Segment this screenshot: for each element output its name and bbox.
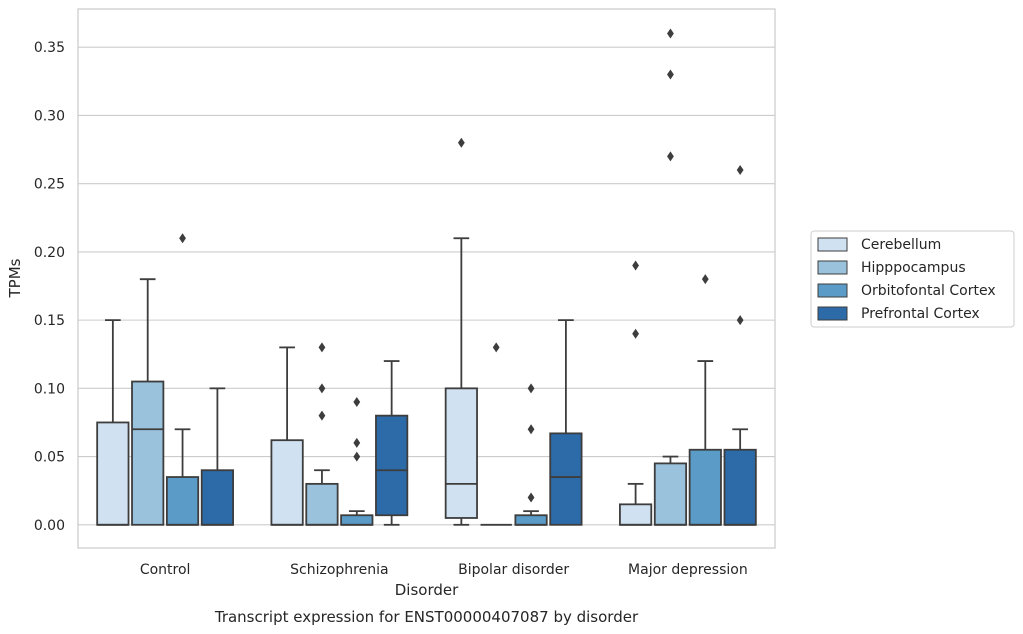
outlier-point	[667, 151, 674, 162]
box-rect	[688, 448, 722, 526]
box-group	[444, 137, 478, 526]
y-tick-label: 0.25	[34, 177, 65, 193]
box-group	[96, 319, 130, 526]
outlier-point	[527, 424, 535, 435]
y-tick-label: 0.30	[34, 108, 65, 124]
outlier-point	[353, 451, 361, 462]
y-tick-label: 0.00	[34, 518, 65, 534]
outlier-point	[492, 342, 500, 353]
box-rect	[305, 482, 339, 526]
legend-label: Prefrontal Cortex	[861, 306, 980, 322]
legend-label: Orbitofontal Cortex	[861, 283, 996, 299]
box-group	[375, 360, 409, 526]
box-group	[270, 346, 304, 526]
box-rect	[165, 476, 200, 526]
x-axis-label: Disorder	[395, 581, 459, 599]
box-rect	[375, 414, 409, 517]
legend-swatch	[817, 283, 848, 298]
outlier-point	[179, 233, 186, 244]
box-rect	[200, 469, 234, 526]
box-group	[514, 383, 548, 526]
box-rect	[96, 421, 130, 526]
box-group	[653, 28, 688, 526]
outlier-point	[457, 137, 465, 148]
x-axis-ticks: Control Schizophrenia Bipolar disorder Majo…	[140, 562, 748, 578]
box-rect	[270, 439, 304, 526]
legend-swatch	[817, 260, 848, 275]
y-axis-label: TPMs	[6, 258, 24, 298]
box-group	[340, 396, 374, 526]
box-rect	[444, 387, 478, 519]
outlier-point	[701, 274, 709, 285]
x-tick-label: Major depression	[628, 562, 748, 578]
box-rect	[653, 462, 688, 526]
outlier-point	[353, 396, 361, 407]
outlier-point	[632, 328, 639, 339]
legend: Cerebellum Hipppocampus Orbitofontal Corte…	[810, 230, 1015, 328]
box-group	[619, 260, 653, 526]
outlier-point	[318, 410, 326, 421]
outlier-point	[736, 165, 744, 176]
grid-lines	[78, 46, 775, 526]
x-tick-label: Schizophrenia	[290, 562, 388, 578]
y-axis-ticks: 0.00 0.05 0.10 0.15 0.20 0.25 0.30 0.35	[34, 40, 65, 534]
outlier-point	[318, 342, 326, 353]
outlier-point	[736, 315, 744, 326]
legend-swatch	[817, 306, 848, 321]
outlier-point	[527, 492, 535, 503]
outlier-point	[353, 437, 361, 448]
legend-swatch	[817, 237, 848, 252]
box-group	[305, 342, 339, 526]
box-rect	[723, 448, 757, 526]
chart-title: Transcript expression for ENST0000040708…	[214, 608, 639, 626]
box-group	[688, 274, 722, 526]
outlier-point	[318, 383, 326, 394]
box-group	[200, 387, 234, 526]
y-tick-label: 0.10	[34, 381, 65, 397]
legend-frame	[810, 230, 1015, 328]
box-group	[165, 233, 200, 526]
legend-label: Hipppocampus	[861, 260, 966, 276]
legend-label: Cerebellum	[861, 237, 941, 253]
box-rect	[340, 514, 374, 526]
outlier-point	[667, 28, 674, 39]
box-group	[723, 165, 757, 526]
y-tick-label: 0.05	[34, 450, 65, 466]
x-tick-label: Control	[140, 562, 191, 578]
x-tick-label: Bipolar disorder	[458, 562, 569, 578]
box-rect	[514, 514, 548, 526]
y-tick-label: 0.35	[34, 40, 65, 56]
box-group	[480, 342, 512, 526]
box-group	[549, 319, 583, 526]
outlier-point	[632, 260, 639, 271]
plot-frame	[77, 8, 776, 549]
box-rect	[619, 503, 653, 526]
y-tick-label: 0.15	[34, 313, 65, 329]
box-rect	[131, 380, 165, 526]
y-tick-label: 0.20	[34, 245, 65, 261]
outlier-point	[667, 69, 674, 80]
outlier-point	[527, 383, 535, 394]
box-plots	[96, 28, 757, 526]
box-rect	[549, 432, 583, 526]
box-group	[131, 278, 165, 526]
